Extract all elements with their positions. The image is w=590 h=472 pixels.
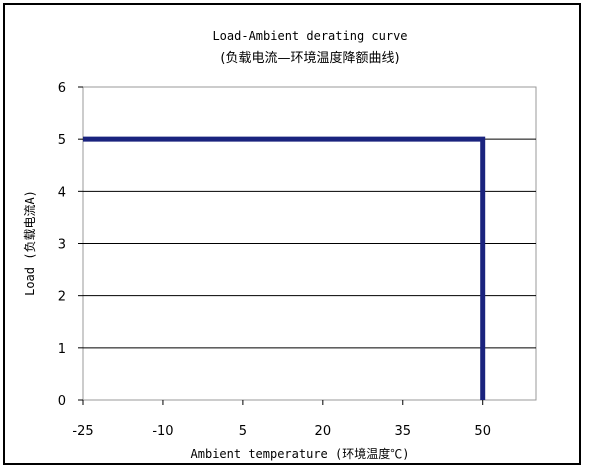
y-axis-ticks: 0 1 2 3 4 5 6 — [58, 81, 83, 409]
x-tick-label: -25 — [72, 424, 93, 439]
derating-curve — [83, 136, 486, 400]
x-tick-label: 20 — [315, 424, 332, 439]
y-tick-label: 6 — [58, 81, 66, 96]
y-tick-label: 5 — [58, 133, 66, 148]
chart-subtitle: (负载电流—环境温度降额曲线) — [220, 50, 399, 66]
y-tick-label: 2 — [58, 290, 66, 305]
x-tick-label: 35 — [394, 424, 411, 439]
y-tick-label: 1 — [58, 342, 66, 357]
y-tick-label: 0 — [58, 394, 66, 409]
y-tick-label: 4 — [58, 185, 66, 200]
x-tick-label: 50 — [474, 424, 491, 439]
y-axis-label: Load (负载电流A) — [23, 190, 37, 296]
x-axis-label: Ambient temperature (环境温度℃) — [191, 446, 410, 461]
x-tick-label: 5 — [239, 424, 247, 439]
y-tick-label: 3 — [58, 238, 66, 253]
chart-title: Load-Ambient derating curve — [212, 29, 407, 43]
x-axis-ticks: -25 -10 5 20 35 50 — [72, 400, 491, 439]
series-layer — [83, 136, 486, 400]
x-tick-label: -10 — [152, 424, 173, 439]
